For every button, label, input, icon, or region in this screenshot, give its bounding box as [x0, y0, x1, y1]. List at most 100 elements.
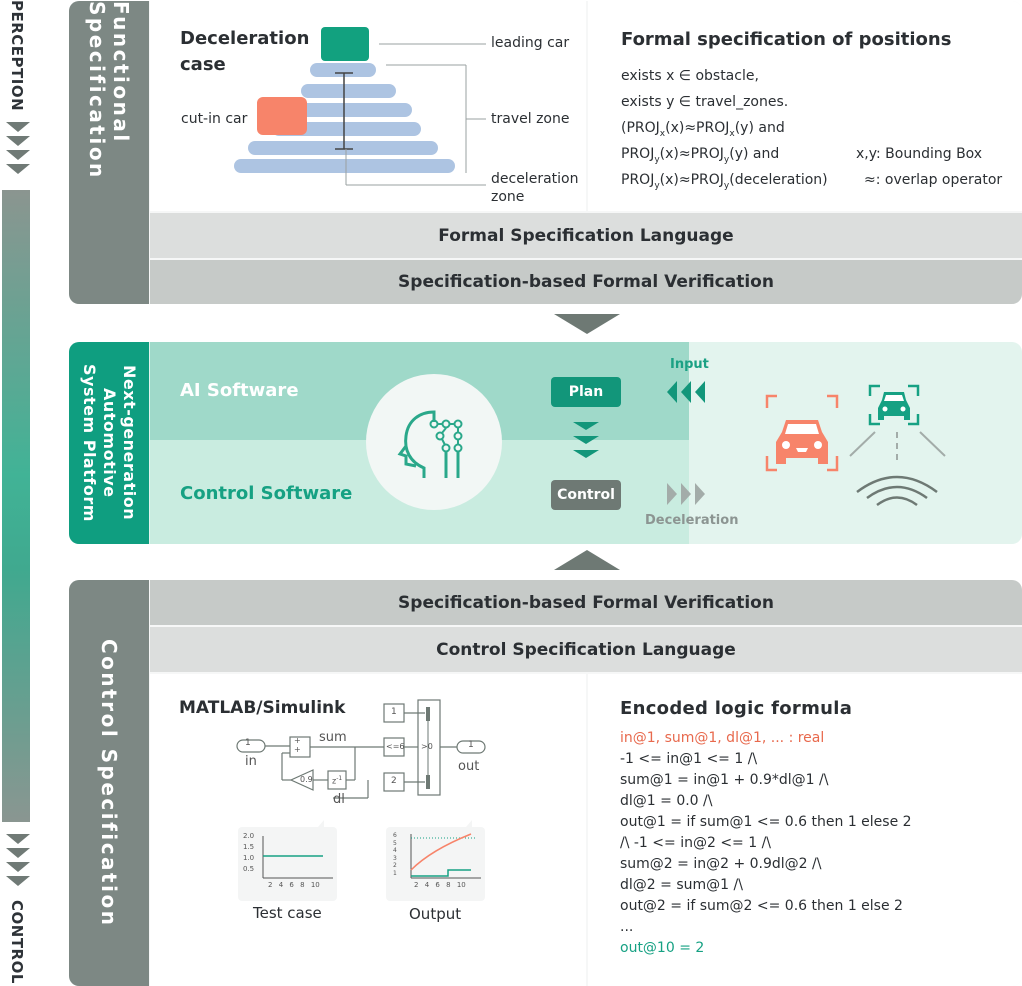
- note-overlap-operator: ≈: overlap operator: [864, 172, 1003, 188]
- formula-line: -1 <= in@1 <= 1 /\: [620, 751, 758, 767]
- test-case-xticks: 2 4 6 8 10: [268, 881, 320, 889]
- formal-spec-title: Formal specification of positions: [621, 29, 952, 50]
- output-label: Output: [409, 905, 462, 923]
- control-side: Control Specification: [69, 580, 149, 986]
- arrow-down-icon: [554, 314, 620, 334]
- control-side-title: Control Specification: [97, 638, 121, 928]
- delay-block: z-1: [332, 775, 343, 786]
- formula-line: /\ -1 <= in@2 <= 1 /\: [620, 835, 772, 851]
- sum-sign: +: [294, 736, 301, 745]
- travel-zone-bar: [301, 84, 396, 98]
- platform-side: Next-generation Automotive System Platfo…: [69, 342, 149, 544]
- formal-line-3: (PROJx(x)≈PROJx(y) and: [621, 120, 785, 139]
- leading-car-label: leading car: [491, 35, 570, 51]
- test-case-chart-card: [238, 827, 337, 901]
- cut-in-car-box: [257, 97, 307, 135]
- control-button[interactable]: Control: [551, 480, 621, 510]
- sum-label: sum: [319, 730, 347, 745]
- matlab-title: MATLAB/Simulink: [179, 698, 346, 718]
- dl-label: dl: [333, 792, 345, 807]
- note-bounding-box: x,y: Bounding Box: [856, 146, 983, 162]
- travel-zone-bar: [272, 122, 421, 136]
- functional-side-title: Functional Specification: [85, 1, 133, 180]
- functional-specification-panel: Functional Specification Deceleration ca…: [69, 1, 1022, 304]
- formula-line: in@1, sum@1, dl@1, ... : real: [620, 730, 825, 746]
- in-port-number: 1: [245, 738, 251, 748]
- travel-zone-bar: [248, 141, 438, 155]
- gain-value: 0.9: [300, 775, 313, 784]
- deceleration-label: Deceleration: [645, 513, 739, 528]
- switch-threshold: >0: [421, 742, 433, 751]
- arrow-up-icon: [554, 550, 620, 570]
- deceleration-case-box: Deceleration case cut-in car leading car…: [150, 1, 586, 211]
- automotive-platform-panel: Next-generation Automotive System Platfo…: [69, 342, 1022, 544]
- travel-zone-bar: [234, 159, 455, 173]
- ai-head-circle: [366, 374, 502, 510]
- control-specification-panel: Control Specification Specification-base…: [69, 580, 1022, 986]
- formula-line: sum@2 = in@2 + 0.9dl@2 /\: [620, 856, 822, 872]
- decel-zone-label-line2: zone: [491, 189, 525, 205]
- formula-line: out@10 = 2: [620, 940, 705, 956]
- travel-zone-bar: [310, 63, 376, 77]
- ai-software-label: AI Software: [180, 380, 299, 401]
- const2-value: 2: [391, 776, 397, 786]
- formal-line-5: PROJy(x)≈PROJy(deceleration): [621, 172, 828, 191]
- in-label: in: [245, 754, 257, 769]
- travel-zone-label: travel zone: [491, 111, 570, 127]
- sum-sign: +: [294, 745, 301, 754]
- input-label: Input: [670, 357, 709, 372]
- compare-value: <=6: [386, 742, 405, 751]
- const1-value: 1: [391, 707, 397, 717]
- band-spec-formal-verification-bottom: Specification-based Formal Verification: [150, 580, 1022, 625]
- rail-gradient-bar: [2, 190, 30, 822]
- platform-title-line2: Automotive: [100, 388, 119, 498]
- encoded-formula-box: Encoded logic formula in@1, sum@1, dl@1,…: [588, 674, 1022, 986]
- travel-zone-bar: [286, 103, 412, 117]
- car-scene-illustration: [765, 384, 946, 507]
- formula-line: out@2 = if sum@2 <= 0.6 then 1 else 2: [620, 898, 903, 914]
- chevron-left-icon: [667, 381, 705, 403]
- test-case-label: Test case: [253, 904, 322, 922]
- simulink-box: MATLAB/Simulink: [150, 674, 586, 986]
- platform-title-line1: Next-generation: [120, 365, 139, 521]
- simulink-diagram: [236, 699, 486, 799]
- chevron-down-icon: [573, 422, 599, 458]
- formal-line-2: exists y ∈ travel_zones.: [621, 94, 789, 110]
- band-formal-spec-language: Formal Specification Language: [150, 213, 1022, 258]
- functional-side: Functional Specification: [69, 1, 149, 304]
- decel-title-line2: case: [180, 54, 226, 75]
- cut-in-car-label: cut-in car: [181, 111, 248, 127]
- decel-title-line1: Deceleration: [180, 28, 310, 49]
- formula-line: dl@2 = sum@1 /\: [620, 877, 743, 893]
- chevron-down-icon: [6, 122, 30, 174]
- encoded-title: Encoded logic formula: [620, 698, 853, 719]
- band-control-spec-language: Control Specification Language: [150, 627, 1022, 672]
- formula-line: ...: [620, 919, 634, 935]
- test-case-yticks: 2.0 1.5 1.0 0.5: [243, 832, 255, 873]
- formal-line-1: exists x ∈ obstacle,: [621, 68, 759, 84]
- formula-lines: in@1, sum@1, dl@1, ... : real -1 <= in@1…: [620, 728, 912, 959]
- out-port-number: 1: [468, 740, 474, 750]
- chevron-right-icon: [667, 483, 705, 505]
- output-chart-card: [386, 827, 485, 901]
- formal-spec-box: Formal specification of positions exists…: [588, 1, 1022, 211]
- platform-title-line3: System Platform: [80, 364, 99, 522]
- out-label: out: [458, 759, 480, 774]
- formula-line: dl@1 = 0.0 /\: [620, 793, 713, 809]
- output-chart: [410, 820, 481, 879]
- zone-connector-lines: [335, 43, 486, 186]
- leading-car-box: [321, 27, 369, 61]
- formula-line: out@1 = if sum@1 <= 0.6 then 1 elese 2: [620, 814, 912, 830]
- chevron-down-icon: [6, 834, 30, 886]
- rail-label-control: CONTROL: [8, 900, 26, 984]
- output-xticks: 2 4 6 8 10: [414, 881, 466, 889]
- formula-line: sum@1 = in@1 + 0.9*dl@1 /\: [620, 772, 829, 788]
- test-case-chart: [262, 820, 333, 879]
- band-spec-formal-verification-top: Specification-based Formal Verification: [150, 260, 1022, 304]
- formal-line-4: PROJy(x)≈PROJy(y) and: [621, 146, 780, 165]
- plan-button[interactable]: Plan: [551, 377, 621, 407]
- rail-label-perception: PERCEPTION: [8, 0, 26, 112]
- control-software-label: Control Software: [180, 483, 353, 504]
- ai-head-icon: [397, 410, 463, 478]
